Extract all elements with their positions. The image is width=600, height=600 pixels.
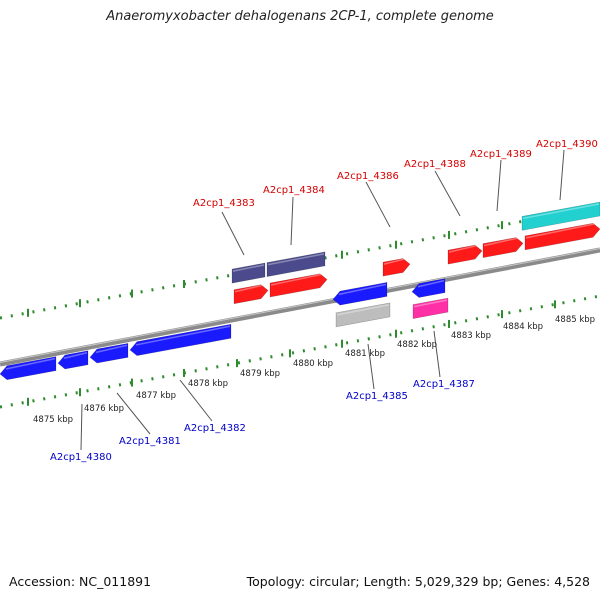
labels: 4875 kbp 4876 kbp 4877 kbp 4878 kbp 4879…: [33, 139, 598, 463]
gene-arrow-4381b[interactable]: [89, 342, 129, 364]
genome-summary-text: Topology: circular; Length: 5,029,329 bp…: [246, 574, 590, 589]
gene-arrow-4380-highlight: [5, 357, 56, 370]
gene-glyphs: [0, 201, 600, 381]
lower-major-ticks: [27, 300, 556, 406]
gene-arrow-4386[interactable]: [382, 258, 411, 277]
gene-arrow-4389[interactable]: [482, 237, 524, 259]
leader-line-4386: [365, 181, 391, 228]
genome-backbone-highlight: [0, 248, 600, 363]
gene-arrow-4387-highlight: [417, 279, 445, 288]
gene-arrow-4382[interactable]: [129, 323, 232, 356]
leader-line-4383: [221, 211, 245, 256]
gene-label-4383[interactable]: A2cp1_4383: [193, 198, 255, 209]
leader-line-4388: [434, 170, 461, 217]
gene-label-4386[interactable]: A2cp1_4386: [337, 171, 399, 182]
gene-label-4381[interactable]: A2cp1_4381: [119, 436, 181, 447]
kbp-label: 4883 kbp: [451, 331, 491, 341]
gene-label-4384[interactable]: A2cp1_4384: [263, 185, 325, 196]
gene-arrow-4390-red-highlight: [525, 223, 595, 239]
forward-gene-labels: A2cp1_4383 A2cp1_4384 A2cp1_4386 A2cp1_4…: [193, 139, 598, 209]
gene-arrow-4383-top[interactable]: [231, 262, 266, 284]
kbp-label: 4882 kbp: [397, 340, 437, 350]
leader-lines: [80, 149, 565, 451]
gene-arrow-4384-top-highlight: [267, 253, 325, 266]
gene-arrow-4387[interactable]: [411, 278, 446, 298]
gene-arrow-4384[interactable]: [269, 273, 328, 298]
gene-arrow-4380[interactable]: [0, 356, 57, 381]
gene-arrow-4390-cyan[interactable]: [521, 201, 600, 231]
gene-arrow-4389-highlight: [483, 237, 518, 247]
gene-arrow-4381a[interactable]: [57, 350, 89, 370]
gene-label-4389[interactable]: A2cp1_4389: [470, 149, 532, 160]
gene-arrow-4381a-highlight: [63, 351, 88, 359]
gene-label-4390[interactable]: A2cp1_4390: [536, 139, 598, 150]
lower-tick-row: [0, 294, 600, 409]
kbp-labels: 4875 kbp 4876 kbp 4877 kbp 4878 kbp 4879…: [33, 315, 595, 425]
leader-line-4382: [179, 379, 213, 422]
genome-backbone: [0, 247, 600, 367]
gene-arrow-4388[interactable]: [447, 244, 483, 265]
gene-label-4382[interactable]: A2cp1_4382: [184, 423, 246, 434]
kbp-label: 4885 kbp: [555, 315, 595, 325]
kbp-label: 4876 kbp: [84, 404, 124, 414]
gene-arrow-4387-pink[interactable]: [412, 297, 449, 319]
gene-arrow-4388-highlight: [448, 245, 477, 253]
kbp-label: 4879 kbp: [240, 369, 280, 379]
gene-arrow-4384-top[interactable]: [266, 251, 326, 277]
leader-line-4384: [290, 196, 294, 246]
gene-arrow-4385-gray[interactable]: [335, 302, 391, 328]
kbp-label: 4880 kbp: [293, 359, 333, 369]
gene-label-4385[interactable]: A2cp1_4385: [346, 391, 408, 402]
gene-arrow-4385-highlight: [338, 283, 387, 296]
reverse-gene-labels: A2cp1_4380 A2cp1_4381 A2cp1_4382 A2cp1_4…: [50, 379, 475, 463]
gene-arrow-4390-cyan-highlight: [522, 203, 600, 220]
gene-label-4387[interactable]: A2cp1_4387: [413, 379, 475, 390]
accession-text: Accession: NC_011891: [9, 574, 152, 589]
kbp-label: 4875 kbp: [33, 415, 73, 425]
leader-line-4389: [496, 159, 502, 212]
gene-arrow-4383-top-highlight: [232, 264, 265, 272]
gene-arrow-4386-highlight: [383, 258, 405, 265]
leader-line-4385: [367, 343, 375, 390]
kbp-label: 4884 kbp: [503, 322, 543, 332]
gene-arrow-4385[interactable]: [332, 282, 388, 306]
gene-arrow-4381b-highlight: [95, 344, 128, 354]
kbp-label: 4877 kbp: [136, 391, 176, 401]
gene-arrow-4383-highlight: [234, 284, 263, 293]
gene-label-4380[interactable]: A2cp1_4380: [50, 452, 112, 463]
leader-line-4381: [116, 392, 151, 435]
leader-line-4390: [559, 149, 565, 201]
gene-arrow-4390-red[interactable]: [524, 222, 600, 251]
map-title: Anaeromyxobacter dehalogenans 2CP-1, com…: [106, 9, 494, 24]
kbp-label: 4878 kbp: [188, 379, 228, 389]
leader-line-4380: [80, 403, 83, 451]
gene-arrow-4387-pink-highlight: [413, 299, 448, 308]
kbp-label: 4881 kbp: [345, 349, 385, 359]
gene-arrow-4382-highlight: [135, 325, 231, 346]
gene-label-4388[interactable]: A2cp1_4388: [404, 159, 466, 170]
gene-arrow-4385-gray-highlight: [336, 304, 390, 316]
leader-line-4387: [433, 330, 441, 378]
gene-arrow-4383[interactable]: [233, 284, 269, 305]
gene-arrow-4384-highlight: [270, 273, 322, 286]
